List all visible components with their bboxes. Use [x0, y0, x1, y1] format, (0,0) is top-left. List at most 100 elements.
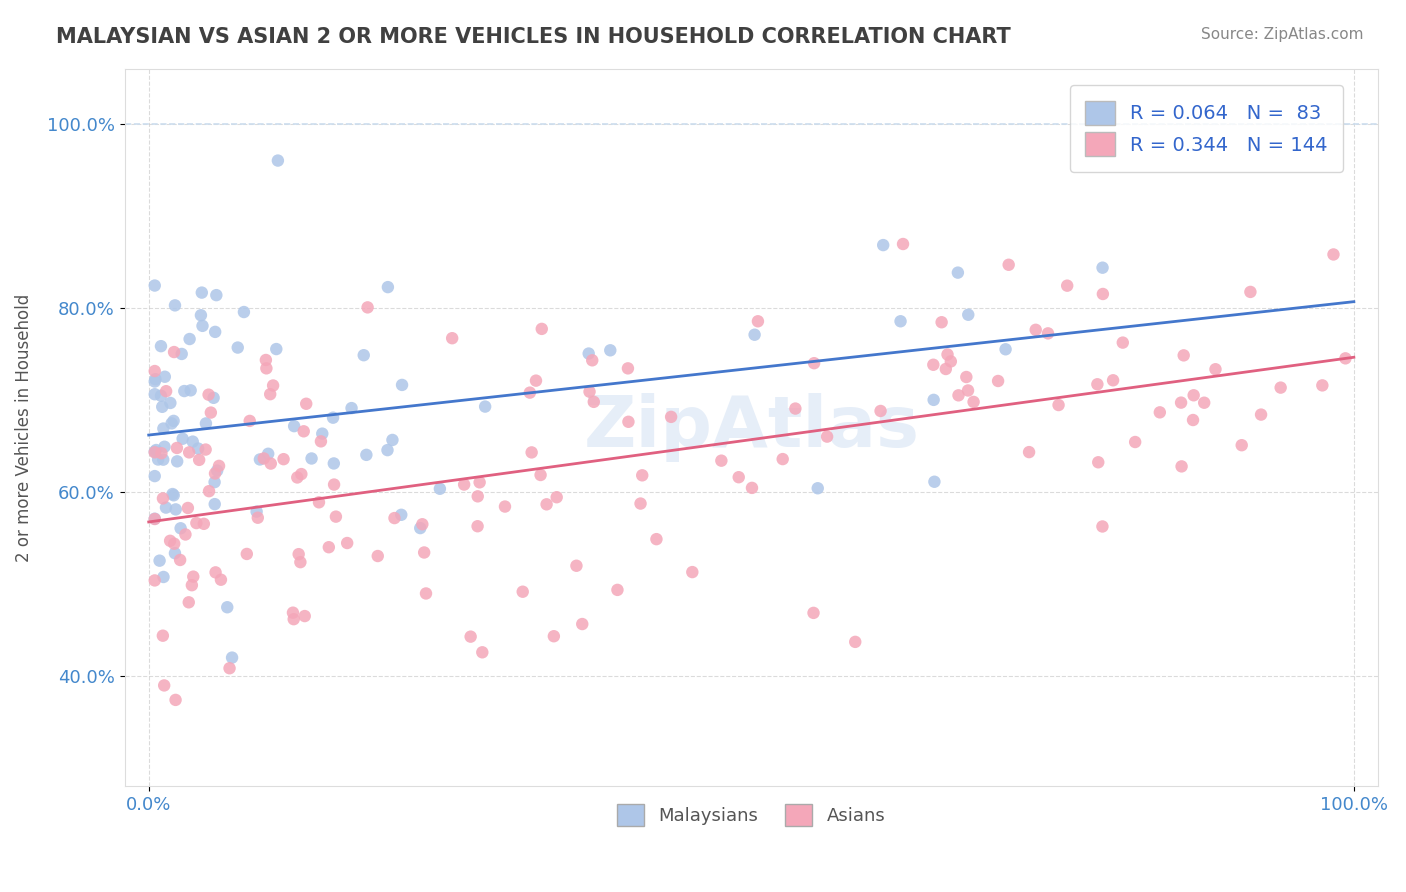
Point: [606, 582, 628, 597]
Point: [924, 475, 946, 489]
Point: [153, 678, 176, 692]
Point: [266, 342, 288, 356]
Point: [869, 404, 891, 418]
Point: [283, 419, 305, 434]
Point: [174, 527, 197, 541]
Point: [260, 457, 283, 471]
Point: [922, 358, 945, 372]
Point: [1170, 395, 1192, 409]
Point: [295, 397, 318, 411]
Point: [578, 384, 600, 399]
Point: [177, 595, 200, 609]
Point: [301, 451, 323, 466]
Point: [741, 481, 763, 495]
Point: [1091, 519, 1114, 533]
Point: [1182, 388, 1205, 402]
Point: [1173, 348, 1195, 362]
Point: [181, 434, 204, 449]
Point: [179, 332, 201, 346]
Point: [772, 452, 794, 467]
Y-axis label: 2 or more Vehicles in Household: 2 or more Vehicles in Household: [15, 293, 32, 562]
Point: [143, 375, 166, 389]
Point: [173, 384, 195, 398]
Point: [872, 238, 894, 252]
Point: [377, 280, 399, 294]
Point: [441, 331, 464, 345]
Point: [1025, 323, 1047, 337]
Point: [565, 558, 588, 573]
Point: [259, 387, 281, 401]
Point: [197, 387, 219, 401]
Point: [530, 322, 553, 336]
Point: [1250, 408, 1272, 422]
Point: [659, 409, 682, 424]
Point: [198, 484, 221, 499]
Point: [1204, 362, 1226, 376]
Point: [367, 549, 389, 563]
Point: [165, 502, 187, 516]
Point: [807, 481, 830, 495]
Point: [987, 374, 1010, 388]
Point: [273, 452, 295, 467]
Point: [150, 446, 173, 460]
Point: [468, 475, 491, 490]
Point: [546, 490, 568, 504]
Point: [281, 606, 304, 620]
Point: [785, 401, 807, 416]
Point: [145, 372, 167, 386]
Point: [322, 410, 344, 425]
Point: [155, 500, 177, 515]
Point: [155, 384, 177, 399]
Point: [191, 285, 214, 300]
Point: [494, 500, 516, 514]
Point: [962, 395, 984, 409]
Point: [411, 517, 433, 532]
Point: [166, 441, 188, 455]
Point: [294, 609, 316, 624]
Point: [1182, 413, 1205, 427]
Point: [512, 584, 534, 599]
Point: [1091, 287, 1114, 301]
Point: [160, 417, 183, 431]
Point: [285, 470, 308, 484]
Text: ZipAtlas: ZipAtlas: [583, 393, 920, 462]
Point: [617, 415, 640, 429]
Point: [1087, 455, 1109, 469]
Point: [143, 444, 166, 458]
Point: [172, 432, 194, 446]
Point: [165, 693, 187, 707]
Point: [181, 569, 204, 583]
Legend: Malaysians, Asians: Malaysians, Asians: [607, 795, 894, 835]
Point: [1192, 395, 1215, 409]
Point: [143, 512, 166, 526]
Point: [803, 606, 825, 620]
Point: [204, 325, 226, 339]
Point: [149, 389, 172, 403]
Point: [236, 547, 259, 561]
Point: [249, 452, 271, 467]
Point: [578, 346, 600, 360]
Point: [890, 314, 912, 328]
Point: [1230, 438, 1253, 452]
Point: [453, 477, 475, 491]
Point: [1170, 459, 1192, 474]
Point: [246, 510, 269, 524]
Point: [290, 555, 312, 569]
Point: [681, 565, 703, 579]
Point: [309, 434, 332, 449]
Point: [186, 516, 208, 530]
Point: [957, 308, 980, 322]
Point: [460, 630, 482, 644]
Point: [180, 384, 202, 398]
Point: [187, 442, 209, 456]
Point: [1085, 377, 1108, 392]
Point: [318, 540, 340, 554]
Point: [232, 305, 254, 319]
Point: [205, 288, 228, 302]
Point: [153, 369, 176, 384]
Point: [955, 370, 977, 384]
Point: [939, 354, 962, 368]
Point: [194, 442, 217, 457]
Point: [169, 521, 191, 535]
Point: [710, 453, 733, 467]
